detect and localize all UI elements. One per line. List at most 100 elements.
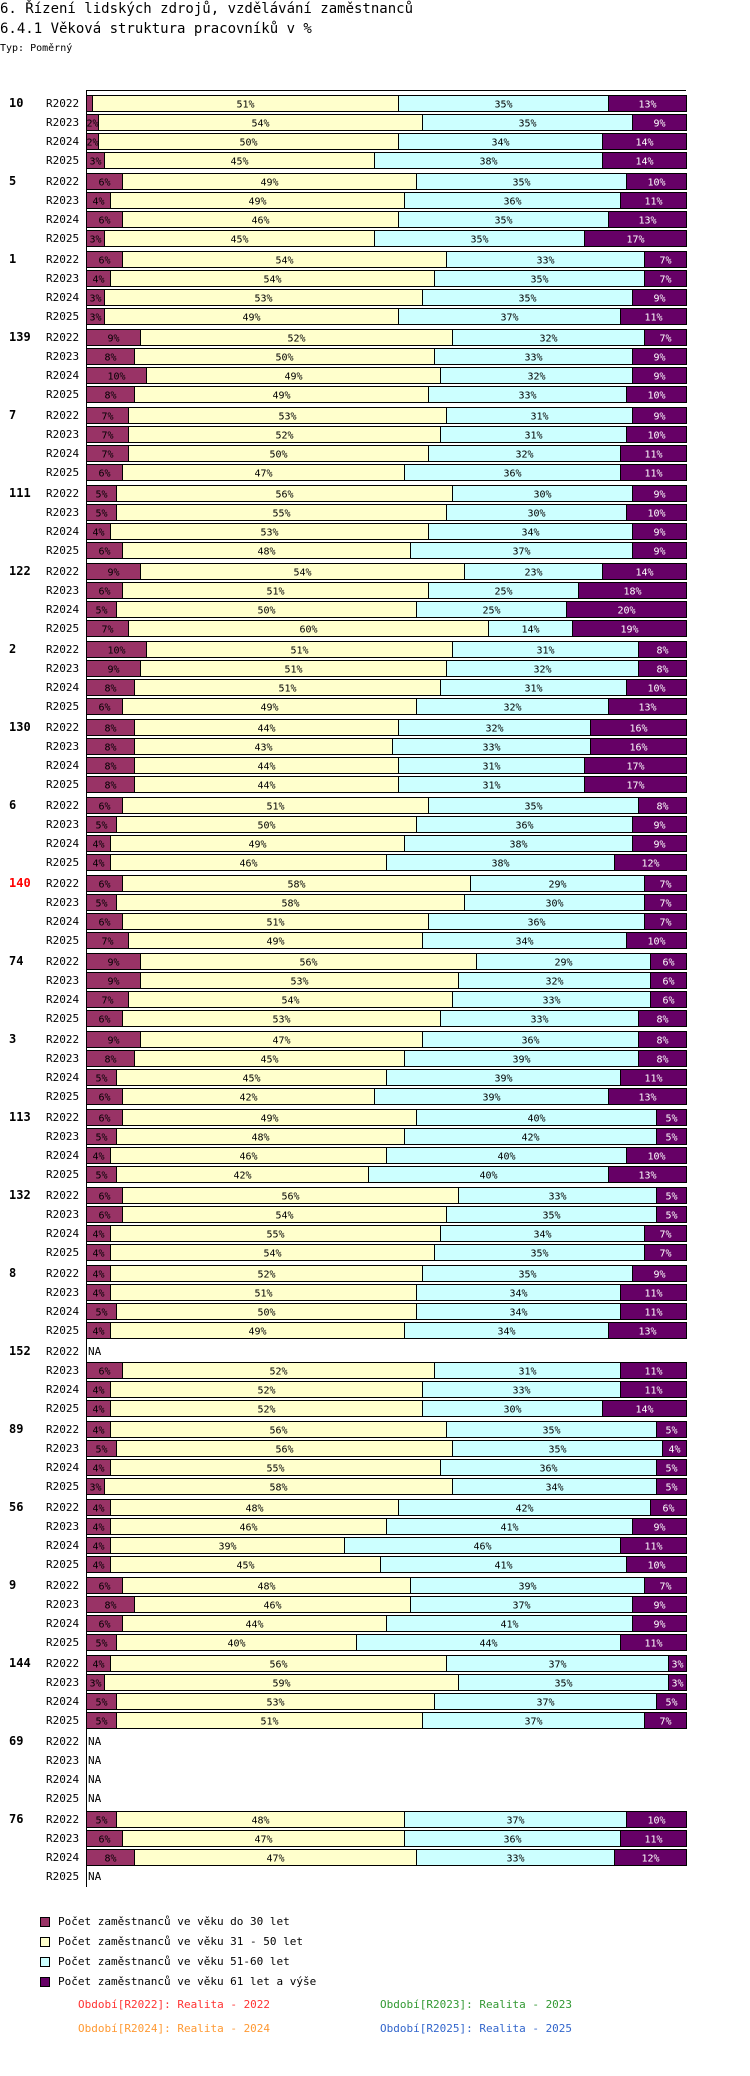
row-label: R2023 bbox=[46, 506, 79, 519]
bar-segment bbox=[644, 329, 687, 346]
bar-segment bbox=[584, 757, 687, 774]
bar-value-label: 9% bbox=[653, 490, 665, 501]
bar-value-label: 11% bbox=[644, 1289, 662, 1300]
bar-value-label: 50% bbox=[275, 353, 293, 364]
row-label: R2023 bbox=[46, 1754, 79, 1767]
row-label: R2023 bbox=[46, 740, 79, 753]
bar-segment bbox=[620, 1303, 687, 1320]
bar-segment bbox=[620, 464, 687, 481]
row-label: R2025 bbox=[46, 1714, 79, 1727]
group-label: 139 bbox=[9, 330, 31, 344]
bar-value-label: 14% bbox=[635, 1405, 653, 1416]
row-label: R2025 bbox=[46, 700, 79, 713]
bar-value-label: 45% bbox=[230, 235, 248, 246]
bar-value-label: 46% bbox=[473, 1542, 491, 1553]
bar-value-label: 30% bbox=[533, 490, 551, 501]
bar-value-label: 9% bbox=[653, 547, 665, 558]
bar-value-label: 31% bbox=[482, 781, 500, 792]
page-title: 6. Řízení lidských zdrojů, vzdělávání za… bbox=[0, 1, 414, 17]
bar-value-label: 10% bbox=[107, 372, 125, 383]
bar-value-label: 49% bbox=[260, 178, 278, 189]
row-label: R2024 bbox=[46, 135, 79, 148]
bar-value-label: 46% bbox=[239, 1523, 257, 1534]
bar-value-label: 7% bbox=[659, 880, 671, 891]
row-label: R2024 bbox=[46, 1461, 79, 1474]
bar-value-label: 5% bbox=[665, 1483, 677, 1494]
group-label: 56 bbox=[9, 1500, 23, 1514]
bar-value-label: 49% bbox=[248, 840, 266, 851]
row-label: R2022 bbox=[46, 643, 79, 656]
bar-segment bbox=[668, 1655, 687, 1672]
bar-value-label: 6% bbox=[662, 996, 674, 1007]
row-label: R2022 bbox=[46, 487, 79, 500]
bar-value-label: 4% bbox=[92, 1230, 104, 1241]
bar-segment bbox=[620, 1069, 687, 1086]
bar-value-label: 29% bbox=[554, 958, 572, 969]
bar-value-label: 8% bbox=[656, 665, 668, 676]
group-label: 10 bbox=[9, 96, 23, 110]
bar-value-label: 60% bbox=[299, 625, 317, 636]
bar-segment bbox=[656, 1187, 687, 1204]
bar-value-label: 8% bbox=[104, 724, 116, 735]
bar-value-label: 11% bbox=[644, 1367, 662, 1378]
row-label: R2025 bbox=[46, 778, 79, 791]
bar-value-label: 10% bbox=[647, 178, 665, 189]
group-label: 7 bbox=[9, 408, 16, 422]
bar-value-label: 56% bbox=[275, 1445, 293, 1456]
bar-segment bbox=[608, 1166, 687, 1183]
bar-value-label: 35% bbox=[518, 119, 536, 130]
bar-value-label: 5% bbox=[95, 821, 107, 832]
stacked-bar-chart: 10 R2022 51% 35% 13%R2023 2% 54% 35% 9%R2024 2% 50… bbox=[9, 90, 687, 1887]
legend-label: Počet zaměstnanců ve věku 61 let a výše bbox=[58, 1975, 317, 1988]
row-label: R2023 bbox=[46, 818, 79, 831]
bar-value-label: 5% bbox=[95, 1133, 107, 1144]
group-label: 76 bbox=[9, 1812, 23, 1826]
row-label: R2025 bbox=[46, 1012, 79, 1025]
bar-segment bbox=[620, 192, 687, 209]
bar-value-label: 30% bbox=[527, 509, 545, 520]
bar-value-label: 3% bbox=[89, 294, 101, 305]
bar-value-label: 11% bbox=[644, 1074, 662, 1085]
row-label: R2023 bbox=[46, 662, 79, 675]
bar-value-label: 41% bbox=[500, 1620, 518, 1631]
bar-value-label: 53% bbox=[272, 1015, 290, 1026]
bar-value-label: 33% bbox=[536, 256, 554, 267]
bar-value-label: 2% bbox=[86, 119, 98, 130]
bar-value-label: 4% bbox=[92, 528, 104, 539]
bar-value-label: 6% bbox=[98, 547, 110, 558]
bar-value-label: 3% bbox=[89, 235, 101, 246]
bar-value-label: 51% bbox=[290, 646, 308, 657]
bar-segment bbox=[644, 1225, 687, 1242]
bar-value-label: 4% bbox=[92, 1289, 104, 1300]
bar-segment bbox=[614, 854, 687, 871]
row-label: R2023 bbox=[46, 1052, 79, 1065]
bar-value-label: 36% bbox=[521, 1036, 539, 1047]
bar-value-label: 46% bbox=[263, 1601, 281, 1612]
bar-value-label: 8% bbox=[656, 1015, 668, 1026]
bar-value-label: 40% bbox=[479, 1171, 497, 1182]
row-label: R2025 bbox=[46, 1636, 79, 1649]
row-label: R2024 bbox=[46, 525, 79, 538]
bar-value-label: 37% bbox=[548, 1660, 566, 1671]
group-label: 122 bbox=[9, 564, 31, 578]
bar-value-label: 31% bbox=[524, 431, 542, 442]
bar-value-label: 46% bbox=[239, 1152, 257, 1163]
bar-value-label: 52% bbox=[275, 431, 293, 442]
row-label: R2023 bbox=[46, 1364, 79, 1377]
bar-value-label: 4% bbox=[92, 1249, 104, 1260]
bar-value-label: 31% bbox=[482, 762, 500, 773]
bar-value-label: 33% bbox=[506, 1854, 524, 1865]
bar-segment bbox=[620, 1284, 687, 1301]
bar-value-label: 8% bbox=[656, 1055, 668, 1066]
bar-value-label: 9% bbox=[653, 1601, 665, 1612]
bar-value-label: 54% bbox=[263, 1249, 281, 1260]
row-label: R2022 bbox=[46, 799, 79, 812]
bar-value-label: 7% bbox=[101, 996, 113, 1007]
bar-segment bbox=[608, 211, 687, 228]
bar-value-label: 11% bbox=[644, 1639, 662, 1650]
bar-value-label: 49% bbox=[266, 937, 284, 948]
row-label: R2025 bbox=[46, 154, 79, 167]
bar-value-label: 56% bbox=[281, 1192, 299, 1203]
bar-value-label: 5% bbox=[665, 1211, 677, 1222]
bar-segment bbox=[656, 1459, 687, 1476]
